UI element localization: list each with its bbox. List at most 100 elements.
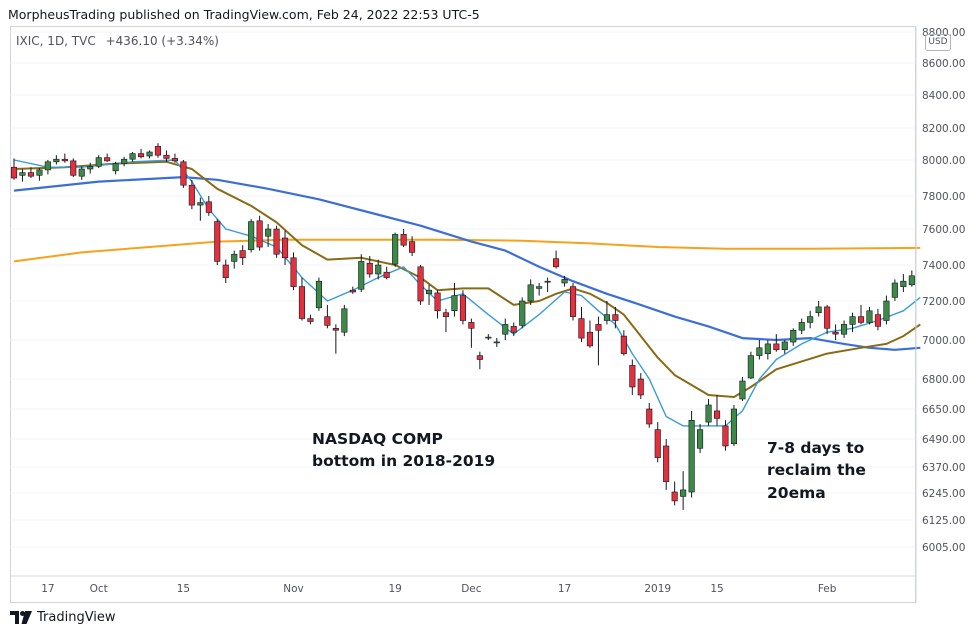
- candle: [222, 259, 229, 283]
- time-tick-label: 19: [388, 583, 401, 595]
- candle: [891, 279, 898, 301]
- candle: [70, 158, 77, 178]
- publisher-line: MorpheusTrading published on TradingView…: [8, 7, 480, 22]
- price-tick-label: 8000.00: [922, 155, 965, 167]
- time-tick-label: 17: [558, 583, 571, 595]
- candle: [281, 230, 289, 265]
- candle-body: [773, 343, 780, 351]
- candle-body: [468, 322, 475, 329]
- candle-body: [883, 300, 890, 321]
- candle: [459, 290, 467, 325]
- candle: [349, 286, 356, 294]
- candle: [544, 277, 551, 292]
- candle-body: [222, 264, 229, 278]
- price-tick-label: 6370.00: [922, 462, 965, 474]
- candle-body: [104, 157, 111, 162]
- candle: [502, 318, 509, 340]
- footer-brand[interactable]: TradingView: [10, 610, 116, 625]
- candle-body: [663, 445, 670, 482]
- time-tick-label: Feb: [818, 583, 837, 595]
- candle: [408, 236, 416, 256]
- price-tick-label: 7000.00: [922, 335, 965, 347]
- candle-body: [637, 378, 644, 396]
- price-tick-label: 8200.00: [922, 123, 965, 135]
- candle: [807, 310, 814, 329]
- candle-body: [341, 308, 348, 333]
- candle: [663, 439, 670, 490]
- candle: [900, 274, 907, 292]
- candle-body: [138, 153, 145, 158]
- candle: [781, 340, 788, 354]
- candle-body: [129, 153, 136, 160]
- candle: [603, 301, 611, 325]
- price-tick-label: 6005.00: [922, 542, 965, 554]
- candle-body: [891, 282, 898, 298]
- candle: [561, 275, 568, 287]
- candle-body: [87, 166, 94, 170]
- candle-body: [519, 300, 526, 326]
- candle: [307, 314, 314, 325]
- candle-body: [408, 241, 416, 253]
- price-tick-label: 7600.00: [922, 224, 965, 236]
- candle-body: [552, 258, 560, 268]
- candle: [646, 403, 653, 428]
- candle: [451, 283, 458, 317]
- candle-body: [61, 158, 68, 162]
- candle-body: [696, 429, 704, 449]
- candle: [620, 330, 627, 356]
- candle: [434, 290, 441, 319]
- candle-body: [78, 168, 85, 177]
- candle-body: [874, 314, 882, 327]
- currency-badge[interactable]: USD: [925, 34, 951, 51]
- candle-body: [307, 318, 314, 322]
- ema_20-line: [13, 160, 921, 398]
- candle-body: [146, 151, 153, 157]
- moving-average-lines: [13, 159, 921, 427]
- candle-body: [53, 158, 60, 163]
- candle-body: [154, 146, 161, 156]
- candle-body: [485, 336, 492, 339]
- candle: [112, 161, 119, 175]
- candle: [874, 308, 882, 331]
- candle: [146, 150, 153, 159]
- candle: [383, 266, 390, 280]
- candle: [358, 254, 365, 292]
- candle: [188, 179, 195, 210]
- candle: [61, 153, 68, 163]
- annotation-reclaim-20ema: 7-8 days to reclaim the 20ema: [767, 439, 866, 502]
- candle-body: [620, 335, 627, 354]
- price-tick-label: 8600.00: [922, 58, 965, 70]
- candle-body: [527, 284, 534, 302]
- candle-body: [163, 154, 170, 159]
- candle: [629, 359, 636, 395]
- candle: [400, 229, 407, 247]
- candle: [332, 324, 339, 354]
- candle: [883, 295, 890, 325]
- candle: [442, 308, 450, 333]
- candle: [519, 297, 526, 329]
- candle-body: [383, 271, 390, 278]
- candle-body: [349, 289, 356, 293]
- candle-body: [798, 322, 805, 331]
- candle: [730, 405, 738, 446]
- time-tick-label: Dec: [461, 583, 482, 595]
- candle: [764, 340, 771, 360]
- time-tick-label: 2019: [644, 583, 671, 595]
- candle: [180, 160, 187, 188]
- price-tick-label: 6650.00: [922, 404, 965, 416]
- candle: [44, 160, 51, 175]
- price-tick-label: 7800.00: [922, 191, 965, 203]
- candle-body: [561, 279, 568, 284]
- candle-body: [739, 380, 746, 400]
- candle-body: [857, 316, 865, 323]
- price-change: +436.10 (+3.34%): [105, 34, 219, 48]
- candle-body: [747, 355, 754, 379]
- candle-body: [332, 327, 339, 331]
- candle: [265, 224, 272, 247]
- candle-body: [866, 310, 873, 323]
- candle-body: [239, 250, 246, 259]
- candle-body: [476, 355, 483, 360]
- candle: [552, 250, 560, 269]
- candle: [425, 284, 433, 305]
